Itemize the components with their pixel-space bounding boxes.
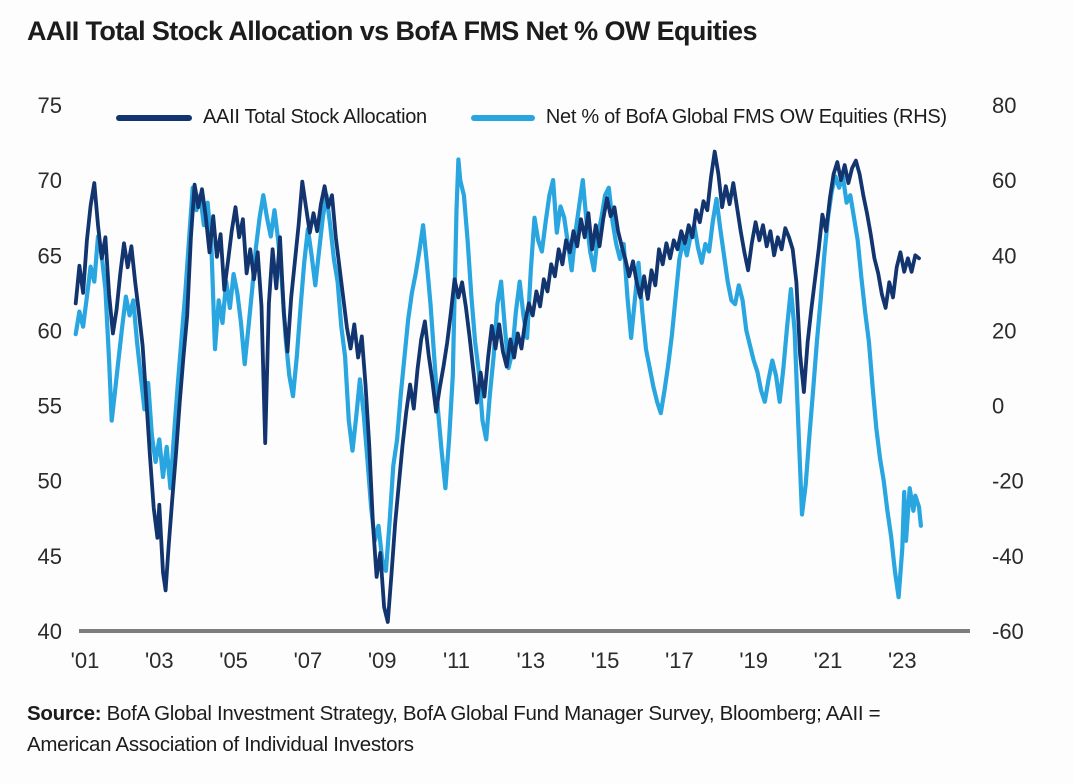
y-axis-tick-left: 55 [38,394,62,419]
legend-label-fms: Net % of BofA Global FMS OW Equities (RH… [545,106,947,128]
series-line-fms [73,157,924,600]
source-label: Source: [27,702,102,725]
x-axis-tick: '17 [665,648,694,673]
y-axis-tick-right: 20 [992,318,1016,343]
series-line-aaii [73,149,921,624]
y-axis-tick-left: 40 [38,619,62,644]
legend-line-swatch-blue [470,114,535,121]
x-axis-tick: '07 [294,648,323,673]
y-axis-tick-right: 80 [992,93,1016,118]
source-text-line1: BofA Global Investment Strategy, BofA Gl… [106,702,881,725]
y-axis-tick-left: 50 [38,469,62,494]
source-text-line2: American Association of Individual Inves… [27,733,414,756]
y-axis-tick-right: -60 [992,619,1024,644]
legend: AAII Total Stock Allocation Net % of Bof… [116,106,947,129]
x-axis-tick: '15 [591,648,620,673]
source-note: Source: BofA Global Investment Strategy,… [27,698,1037,760]
y-axis-tick-right: -20 [992,469,1024,494]
x-axis-tick: '19 [739,648,768,673]
x-axis-tick: '09 [368,648,397,673]
y-axis-tick-left: 70 [38,168,62,193]
chart-title: AAII Total Stock Allocation vs BofA FMS … [27,16,757,46]
legend-item-fms: Net % of BofA Global FMS OW Equities (RH… [470,106,947,129]
y-axis-tick-left: 75 [38,93,62,118]
x-axis-tick: '21 [814,648,843,673]
y-axis-tick-left: 45 [38,544,62,569]
y-axis-tick-left: 60 [38,318,62,343]
x-axis-tick: '01 [71,648,100,673]
x-axis-tick: '13 [516,648,545,673]
legend-item-aaii: AAII Total Stock Allocation [116,106,427,129]
x-axis-tick: '03 [145,648,174,673]
legend-line-swatch-navy [116,114,192,121]
x-axis-tick: '05 [219,648,248,673]
y-axis-tick-right: 40 [992,243,1016,268]
x-axis-tick: '11 [443,648,470,673]
legend-label-aaii: AAII Total Stock Allocation [203,106,427,128]
y-axis-tick-right: 60 [992,168,1016,193]
x-axis-tick: '23 [888,648,917,673]
y-axis-tick-left: 65 [38,243,62,268]
y-axis-tick-right: 0 [992,394,1004,419]
y-axis-tick-right: -40 [992,544,1024,569]
